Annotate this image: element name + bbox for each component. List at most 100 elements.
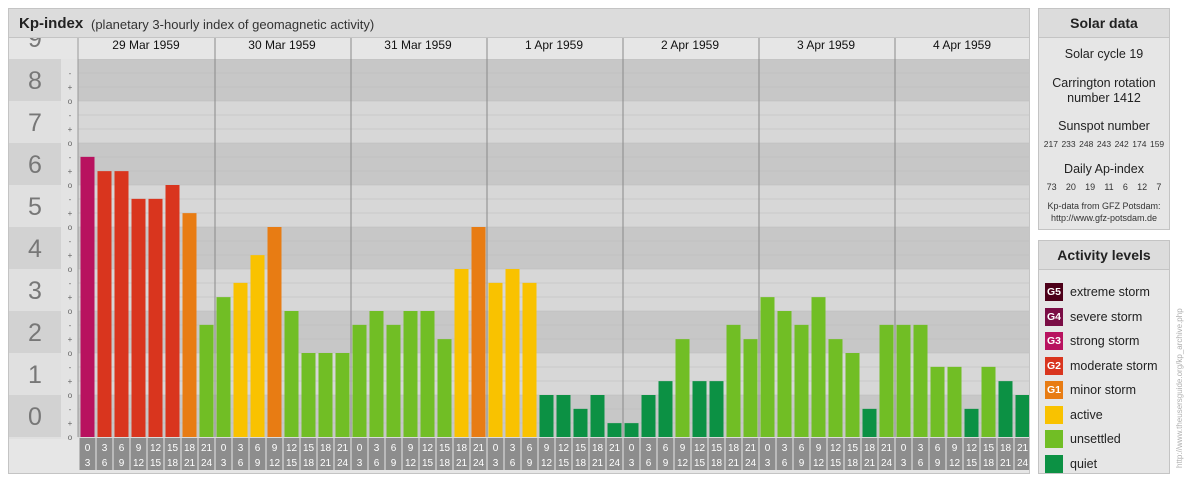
chart-header: Kp-index (planetary 3-hourly index of ge… xyxy=(9,9,1029,38)
minor-tick-label: + xyxy=(68,293,73,302)
interval-end-label: 3 xyxy=(629,458,635,469)
interval-start-label: 15 xyxy=(167,443,179,454)
interval-start-label: 18 xyxy=(592,443,604,454)
interval-end-label: 21 xyxy=(728,458,740,469)
sunspot-value: 174 xyxy=(1132,139,1147,149)
y-label-band xyxy=(9,311,61,353)
interval-start-label: 0 xyxy=(765,443,771,454)
interval-start-label: 12 xyxy=(286,443,298,454)
interval-end-label: 21 xyxy=(1000,458,1012,469)
interval-box xyxy=(555,438,572,470)
sunspot-label: Sunspot number xyxy=(1058,119,1150,133)
kp-bar xyxy=(777,311,792,437)
interval-box xyxy=(419,438,436,470)
minor-tick-label: o xyxy=(68,181,73,190)
interval-box xyxy=(351,438,368,470)
interval-start-label: 12 xyxy=(422,443,434,454)
interval-end-label: 21 xyxy=(184,458,196,469)
interval-start-label: 18 xyxy=(184,443,196,454)
interval-start-label: 3 xyxy=(238,443,244,454)
solar-data-title: Solar data xyxy=(1039,9,1169,38)
interval-box xyxy=(402,438,419,470)
y-tick-label: 6 xyxy=(28,151,42,179)
ap-value: 73 xyxy=(1046,182,1057,192)
source-line-2[interactable]: http://www.gfz-potsdam.de xyxy=(1050,213,1158,223)
interval-start-label: 15 xyxy=(847,443,859,454)
day-label: 30 Mar 1959 xyxy=(248,38,316,52)
kp-bar xyxy=(743,339,758,437)
interval-box xyxy=(674,438,691,470)
kp-bar xyxy=(658,381,673,437)
kp-bar xyxy=(573,408,588,437)
kp-bar xyxy=(539,395,554,437)
ap-value: 20 xyxy=(1065,182,1076,192)
kp-bar xyxy=(590,395,605,437)
interval-end-label: 9 xyxy=(527,458,533,469)
interval-end-label: 15 xyxy=(286,458,298,469)
kp-bar xyxy=(845,353,860,437)
interval-box xyxy=(436,438,453,470)
interval-end-label: 9 xyxy=(391,458,397,469)
interval-end-label: 3 xyxy=(221,458,227,469)
interval-box xyxy=(657,438,674,470)
ap-value: 12 xyxy=(1137,182,1148,192)
kp-bar xyxy=(726,324,741,437)
interval-end-label: 18 xyxy=(575,458,587,469)
kp-bar xyxy=(522,282,537,437)
interval-start-label: 9 xyxy=(680,443,686,454)
interval-start-label: 3 xyxy=(102,443,108,454)
interval-end-label: 6 xyxy=(510,458,516,469)
y-label-band xyxy=(9,395,61,437)
y-label-band xyxy=(9,59,61,101)
minor-tick-label: o xyxy=(68,307,73,316)
kp-bar xyxy=(692,381,707,437)
interval-end-label: 3 xyxy=(901,458,907,469)
interval-start-label: 12 xyxy=(558,443,570,454)
interval-box xyxy=(249,438,266,470)
day-label: 1 Apr 1959 xyxy=(525,38,583,52)
interval-start-label: 0 xyxy=(493,443,499,454)
kp-bar xyxy=(284,311,299,437)
minor-tick-label: + xyxy=(68,167,73,176)
interval-end-label: 24 xyxy=(473,458,485,469)
interval-start-label: 3 xyxy=(510,443,516,454)
interval-box xyxy=(521,438,538,470)
interval-start-label: 9 xyxy=(544,443,550,454)
kp-bar xyxy=(199,324,214,437)
kp-bar xyxy=(505,269,520,437)
level-row-moderate-storm: G2 moderate storm xyxy=(1045,356,1158,376)
minor-tick-label: - xyxy=(69,153,72,162)
ap-value: 19 xyxy=(1085,182,1096,192)
y-label-band xyxy=(9,227,61,269)
interval-start-label: 21 xyxy=(609,443,621,454)
ap-value: 6 xyxy=(1122,182,1128,192)
interval-end-label: 18 xyxy=(847,458,859,469)
y-tick-label: 0 xyxy=(28,403,42,431)
interval-box xyxy=(980,438,997,470)
level-label: unsettled xyxy=(1070,432,1121,446)
interval-box xyxy=(453,438,470,470)
interval-start-label: 6 xyxy=(255,443,261,454)
interval-box xyxy=(946,438,963,470)
interval-box xyxy=(266,438,283,470)
interval-box xyxy=(997,438,1014,470)
sunspot-value: 233 xyxy=(1061,139,1076,149)
interval-box xyxy=(691,438,708,470)
interval-end-label: 24 xyxy=(201,458,213,469)
minor-tick-label: + xyxy=(68,209,73,218)
interval-box xyxy=(232,438,249,470)
interval-start-label: 3 xyxy=(374,443,380,454)
interval-box xyxy=(130,438,147,470)
interval-end-label: 15 xyxy=(694,458,706,469)
interval-end-label: 12 xyxy=(133,458,145,469)
minor-tick-label: + xyxy=(68,125,73,134)
minor-tick-label: - xyxy=(69,405,72,414)
interval-start-label: 15 xyxy=(575,443,587,454)
level-label: quiet xyxy=(1070,456,1098,471)
interval-start-label: 6 xyxy=(527,443,533,454)
interval-start-label: 9 xyxy=(952,443,958,454)
level-row-strong-storm: G3 strong storm xyxy=(1045,331,1139,351)
level-band xyxy=(78,59,1029,101)
interval-box xyxy=(963,438,980,470)
interval-start-label: 6 xyxy=(935,443,941,454)
